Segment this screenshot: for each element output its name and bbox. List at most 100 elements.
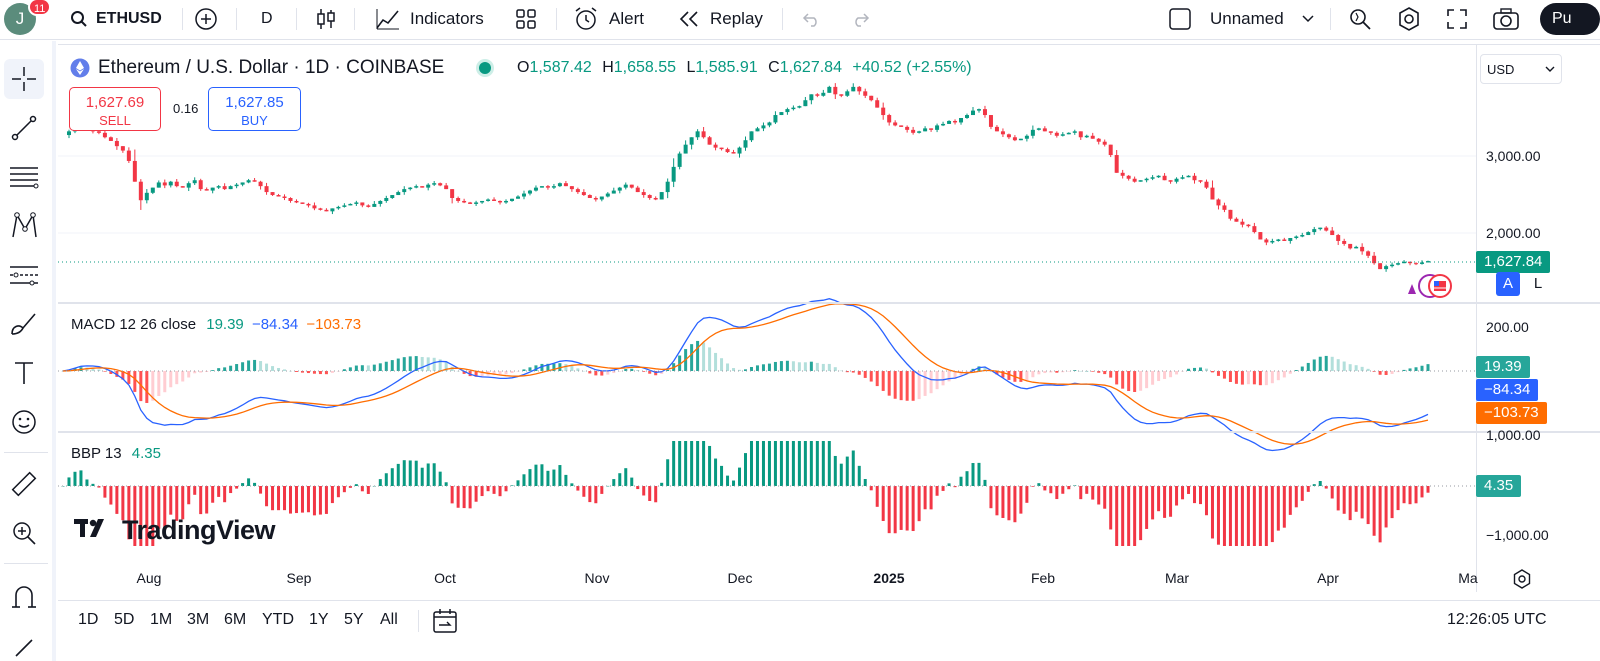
range-ytd[interactable]: YTD (262, 611, 294, 628)
macd-hist-bar (1127, 371, 1131, 392)
quick-search-button[interactable] (1347, 0, 1373, 38)
macd-hist-bar (785, 360, 789, 371)
bbp-bar (1360, 486, 1364, 519)
bbp-bar (420, 467, 424, 486)
range-1m[interactable]: 1M (150, 611, 173, 628)
currency-select[interactable]: USD (1480, 54, 1562, 84)
publish-button[interactable]: Pu (1540, 0, 1600, 38)
range-1y[interactable]: 1Y (309, 611, 329, 628)
macd-hist-bar (420, 356, 424, 371)
macd-hist-bar (696, 340, 700, 371)
bbp-bar (1055, 486, 1059, 500)
log-scale-button[interactable]: L (1533, 275, 1543, 292)
bbp-bar (456, 486, 460, 508)
bbp-bar (1007, 486, 1011, 521)
symbol-title[interactable]: Ethereum / U.S. Dollar · 1D · COINBASE (98, 57, 445, 78)
candle-body (899, 125, 904, 127)
bbp-bar (175, 486, 179, 521)
macd-hist-bar (857, 371, 861, 375)
bbp-bar (1169, 486, 1173, 517)
redo-button[interactable] (850, 0, 870, 38)
macd-hist-bar (845, 371, 849, 373)
pane-divider-bbp[interactable] (58, 431, 1600, 433)
layout-button[interactable] (1168, 0, 1192, 38)
symbol-search-button[interactable]: ETHUSD (70, 0, 162, 38)
bbp-bar (636, 486, 640, 490)
candle-body (1012, 137, 1017, 141)
crosshair-tool[interactable] (4, 59, 44, 99)
clock[interactable]: 12:26:05 UTC (1447, 611, 1547, 628)
macd-hist-bar (1312, 359, 1316, 371)
range-1d[interactable]: 1D (78, 611, 99, 628)
macd-hist-bar (378, 363, 382, 371)
macd-hist-bar (558, 363, 562, 371)
go-to-date-icon[interactable] (431, 608, 459, 639)
event-flag-icon[interactable] (1404, 272, 1456, 305)
pattern-tool[interactable] (4, 206, 44, 246)
candle-body (533, 187, 538, 191)
trend-line-tool[interactable] (4, 108, 44, 148)
macd-hist-bar (151, 371, 155, 401)
bbp-bar (312, 486, 316, 516)
avatar[interactable]: J 11 (4, 0, 52, 38)
undo-button[interactable] (802, 0, 822, 38)
bbp-bar (1210, 486, 1214, 539)
range-all[interactable]: All (380, 611, 398, 628)
zoom-tool[interactable] (4, 513, 44, 553)
buy-button[interactable]: 1,627.85 BUY (208, 87, 301, 131)
interval-button[interactable]: D (261, 10, 273, 27)
bbp-legend[interactable]: BBP 13 4.35 (71, 445, 161, 462)
candle-body (701, 131, 706, 138)
tradingview-watermark: TradingView (74, 515, 276, 546)
bbp-bar (217, 486, 221, 497)
compare-add-button[interactable] (194, 0, 218, 38)
bbp-bar (253, 482, 257, 486)
brush-tool[interactable] (4, 304, 44, 344)
chart-type-button[interactable] (316, 0, 336, 38)
bbp-bar (366, 486, 370, 494)
text-tool[interactable] (4, 353, 44, 393)
range-5y[interactable]: 5Y (344, 611, 364, 628)
range-6m[interactable]: 6M (224, 611, 247, 628)
candle-body (653, 198, 658, 200)
macd-hist-bar (1175, 371, 1179, 375)
pane-divider-macd[interactable] (58, 302, 1600, 304)
magnet-tool[interactable] (4, 577, 44, 617)
replay-button[interactable]: Replay (678, 0, 763, 38)
macd-hist-bar (803, 362, 807, 371)
candle-body (330, 208, 335, 212)
macd-hist-bar (929, 371, 933, 394)
bbp-bar (193, 486, 197, 495)
fullscreen-button[interactable] (1446, 0, 1468, 38)
settings-button[interactable] (1396, 0, 1422, 38)
bbp-bar (1121, 486, 1125, 546)
range-3m[interactable]: 3M (187, 611, 210, 628)
bbp-bar (714, 458, 718, 486)
templates-button[interactable] (515, 0, 537, 38)
layout-name-dropdown[interactable]: Unnamed (1210, 0, 1314, 38)
time-axis-settings-icon[interactable] (1512, 569, 1532, 594)
macd-hist-bar (1157, 371, 1161, 382)
bbp-bar (696, 441, 700, 486)
indicators-button[interactable]: Indicators (376, 0, 484, 38)
sell-button[interactable]: 1,627.69 SELL (69, 87, 161, 131)
alert-button[interactable]: Alert (573, 0, 644, 38)
candle-body (737, 147, 742, 154)
range-5d[interactable]: 5D (114, 611, 135, 628)
lock-drawings-tool[interactable] (4, 626, 44, 661)
bbp-bar (139, 486, 143, 546)
candle-body (1090, 135, 1095, 139)
auto-scale-button[interactable]: A (1496, 272, 1520, 296)
ruler-tool[interactable] (4, 464, 44, 504)
fib-tool[interactable] (4, 157, 44, 197)
macd-hist-bar (738, 369, 742, 371)
bbp-bar (1324, 486, 1328, 489)
snapshot-button[interactable] (1492, 0, 1520, 38)
bbp-bar (1402, 486, 1406, 504)
candle-body (1156, 175, 1161, 178)
macd-legend[interactable]: MACD 12 26 close 19.39 −84.34 −103.73 (71, 316, 361, 333)
forecast-tool[interactable] (4, 255, 44, 295)
macd-hist-bar (839, 370, 843, 372)
emoji-tool[interactable] (4, 402, 44, 442)
